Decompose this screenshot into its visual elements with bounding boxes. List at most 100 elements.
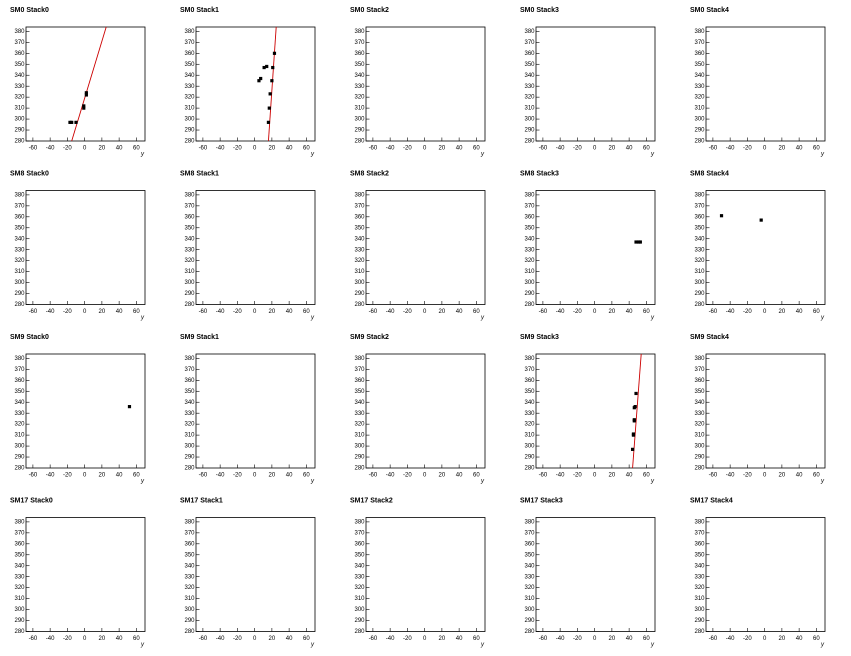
y-tick-label: 330 <box>524 247 535 253</box>
plot-frame <box>25 190 146 305</box>
y-tick-label: 310 <box>14 433 25 439</box>
y-tick-label: 290 <box>184 455 195 461</box>
y-tick-label: 380 <box>354 29 365 35</box>
y-tick-label: 350 <box>14 62 25 68</box>
y-tick-label: 280 <box>354 302 365 308</box>
y-tick-label: 380 <box>694 519 705 525</box>
panel-title: SM0 Stack3 <box>520 7 559 14</box>
y-tick-label: 300 <box>524 280 535 286</box>
plot-frame <box>195 517 316 632</box>
y-tick-label: 350 <box>354 389 365 395</box>
x-tick-label: -20 <box>573 146 582 152</box>
x-tick-label: -60 <box>709 636 718 642</box>
panel-title: SM0 Stack4 <box>690 7 729 14</box>
y-tick-label: 290 <box>14 291 25 297</box>
y-tick-label: 290 <box>184 618 195 624</box>
x-tick-label: 0 <box>763 146 767 152</box>
y-tick-label: 290 <box>184 128 195 134</box>
y-tick-label: 350 <box>184 389 195 395</box>
x-tick-label: 0 <box>253 473 257 479</box>
x-tick-label: -40 <box>726 473 735 479</box>
y-tick-label: 280 <box>184 302 195 308</box>
plot-frame <box>705 517 826 632</box>
point <box>719 214 724 218</box>
point <box>70 120 74 124</box>
y-tick-label: 330 <box>694 247 705 253</box>
y-tick-label: 370 <box>184 203 195 209</box>
x-tick-label: -40 <box>386 309 395 315</box>
y-tick-label: 310 <box>184 106 195 112</box>
panel-title: SM9 Stack0 <box>10 334 49 341</box>
x-tick-label: -40 <box>726 146 735 152</box>
x-tick-label: -60 <box>539 146 548 152</box>
panel-title: SM0 Stack2 <box>350 7 389 14</box>
y-tick-label: 380 <box>184 192 195 198</box>
y-tick-label: 340 <box>354 236 365 242</box>
y-tick-label: 290 <box>354 455 365 461</box>
point <box>266 120 271 124</box>
x-tick-label: 20 <box>99 146 106 152</box>
x-tick-label: 0 <box>253 636 257 642</box>
y-tick-label: 290 <box>354 291 365 297</box>
y-tick-label: 280 <box>524 629 535 635</box>
y-tick-label: 340 <box>524 400 535 406</box>
y-tick-label: 310 <box>524 106 535 112</box>
x-tick-label: 40 <box>796 309 803 315</box>
x-tick-label: 60 <box>473 636 480 642</box>
y-tick-label: 300 <box>354 117 365 123</box>
y-tick-label: 300 <box>694 117 705 123</box>
x-tick-label: 60 <box>813 473 820 479</box>
y-tick-label: 350 <box>524 552 535 558</box>
y-tick-label: 340 <box>694 236 705 242</box>
y-tick-label: 360 <box>184 51 195 57</box>
y-tick-label: 340 <box>184 236 195 242</box>
panel-title: SM0 Stack1 <box>180 7 219 14</box>
plot-frame <box>365 517 486 632</box>
y-tick-label: 300 <box>354 444 365 450</box>
plot-frame <box>25 353 146 469</box>
y-tick-label: 360 <box>694 541 705 547</box>
x-tick-label: 40 <box>796 636 803 642</box>
y-tick-label: 380 <box>694 356 705 362</box>
y-tick-label: 310 <box>184 269 195 275</box>
x-axis-label: y <box>480 315 485 321</box>
point <box>638 240 642 244</box>
point <box>637 240 641 244</box>
y-tick-label: 340 <box>354 400 365 406</box>
x-tick-label: -20 <box>233 146 242 152</box>
y-tick-label: 280 <box>524 302 535 308</box>
plot-frame <box>25 26 146 142</box>
x-tick-label: 20 <box>779 146 786 152</box>
y-tick-label: 290 <box>14 128 25 134</box>
y-tick-label: 340 <box>184 73 195 79</box>
x-tick-label: 0 <box>423 146 427 152</box>
panel-title: SM17 Stack4 <box>690 497 733 504</box>
x-axis-label: y <box>650 152 655 158</box>
x-tick-label: 0 <box>593 473 597 479</box>
x-tick-label: 20 <box>609 636 616 642</box>
x-tick-label: 20 <box>779 473 786 479</box>
x-axis-label: y <box>820 315 825 321</box>
y-tick-label: 320 <box>694 95 705 101</box>
x-tick-label: -60 <box>539 473 548 479</box>
y-tick-label: 310 <box>694 106 705 112</box>
y-tick-label: 350 <box>184 552 195 558</box>
y-tick-label: 350 <box>524 225 535 231</box>
x-tick-label: 0 <box>763 473 767 479</box>
y-tick-label: 370 <box>14 367 25 373</box>
point <box>82 104 86 108</box>
y-tick-label: 310 <box>14 269 25 275</box>
y-tick-label: 330 <box>14 411 25 417</box>
y-tick-label: 320 <box>694 258 705 264</box>
panel-title: SM8 Stack4 <box>690 170 729 177</box>
x-axis-label: y <box>140 315 145 321</box>
x-tick-label: -40 <box>216 309 225 315</box>
x-tick-label: 20 <box>439 473 446 479</box>
x-tick-label: 60 <box>643 146 650 152</box>
y-tick-label: 360 <box>354 378 365 384</box>
x-tick-label: 20 <box>99 309 106 315</box>
x-tick-label: -40 <box>556 146 565 152</box>
x-tick-label: 60 <box>133 636 140 642</box>
y-tick-label: 280 <box>184 139 195 145</box>
x-tick-label: 20 <box>609 309 616 315</box>
